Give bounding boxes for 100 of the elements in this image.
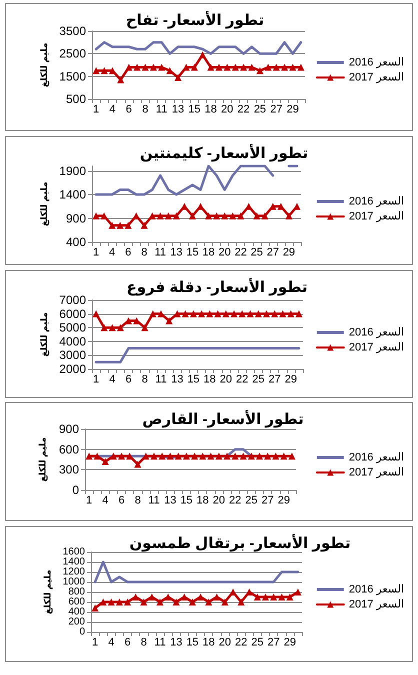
point	[118, 452, 126, 460]
legend-label: السعر 2016	[348, 196, 404, 208]
legend-label: السعر 2016	[348, 584, 404, 596]
y-tick-label: 0	[72, 483, 80, 497]
point	[166, 452, 174, 460]
point	[254, 594, 261, 600]
point	[272, 452, 280, 460]
point	[116, 598, 123, 606]
x-tick-label: 11	[156, 104, 168, 116]
x-tick-label: 22	[234, 246, 247, 258]
point	[157, 310, 164, 318]
point	[156, 212, 164, 220]
x-tick-label: 13	[171, 374, 184, 386]
x-tick-label: 15	[186, 246, 199, 258]
y-tick-label: 400	[68, 606, 86, 618]
point	[92, 604, 99, 612]
point	[213, 594, 220, 600]
point	[92, 212, 100, 220]
point	[294, 588, 302, 596]
x-tick-label: 18	[202, 636, 215, 648]
x-tick-label: 1	[93, 104, 100, 116]
point	[230, 310, 238, 318]
legend-label: السعر 2017	[348, 72, 404, 84]
point	[124, 222, 132, 229]
chart-title: تطور الأسعار- القارص	[142, 409, 304, 428]
point	[221, 212, 228, 220]
x-tick-label: 22	[235, 636, 248, 648]
y-axis-title: مليم للكلغ	[38, 312, 50, 357]
point	[286, 594, 294, 600]
point	[285, 212, 292, 220]
point	[141, 324, 148, 332]
x-tick-label: 1	[92, 636, 98, 648]
point	[100, 212, 108, 220]
x-tick-label: 8	[141, 246, 148, 258]
point	[92, 67, 100, 74]
point	[197, 594, 204, 600]
point	[264, 452, 272, 460]
point	[108, 222, 116, 229]
x-tick-label: 15	[188, 104, 201, 116]
point	[240, 64, 248, 71]
y-tick-label: 1600	[62, 546, 86, 558]
point	[124, 598, 132, 606]
point	[221, 598, 228, 606]
y-axis-title: مليم للكلغ	[38, 42, 50, 88]
y-tick-label: 300	[58, 462, 80, 477]
x-tick-label: 15	[180, 494, 193, 506]
x-tick-label: 29	[282, 246, 296, 258]
point	[262, 594, 269, 600]
point	[237, 212, 244, 220]
x-tick-label: 18	[196, 494, 209, 506]
point	[188, 598, 196, 606]
point	[288, 452, 296, 460]
point	[269, 202, 276, 210]
point	[205, 598, 212, 606]
y-tick-label: 1500	[59, 69, 86, 84]
point	[125, 64, 132, 71]
y-tick-label: 2500	[59, 46, 86, 61]
point	[134, 460, 142, 468]
point	[199, 452, 206, 460]
x-tick-label: 20	[218, 246, 231, 258]
y-tick-label: 800	[68, 586, 86, 598]
y-axis-title: مليم للكلغ	[42, 570, 54, 614]
x-tick-label: 20	[212, 494, 226, 506]
chart-title: تطور الأسعار- دقلة فروع	[126, 277, 308, 296]
point	[92, 310, 100, 318]
chart-title: تطور الأسعار- كليمنتين	[140, 143, 308, 162]
point	[100, 598, 107, 606]
x-tick-label: 13	[164, 494, 176, 506]
x-tick-label: 20	[220, 374, 232, 386]
point	[254, 310, 262, 318]
point	[166, 317, 173, 324]
y-tick-label: 2000	[59, 362, 86, 376]
y-axis-title: مليم للكلغ	[38, 437, 48, 482]
y-tick-label: 400	[66, 235, 86, 249]
point	[158, 452, 166, 460]
x-tick-label: 6	[124, 636, 131, 648]
y-tick-label: 600	[68, 596, 86, 608]
legend-label: السعر 2016	[348, 56, 404, 68]
point	[174, 74, 182, 81]
x-tick-label: 6	[118, 494, 125, 506]
point	[199, 51, 206, 58]
x-tick-label: 27	[261, 494, 274, 506]
point	[246, 588, 253, 596]
y-tick-label: 900	[58, 422, 80, 436]
point	[132, 594, 140, 600]
point	[271, 310, 278, 318]
legend-label: السعر 2017	[348, 466, 404, 478]
point	[295, 310, 302, 318]
x-tick-label: 25	[251, 636, 264, 648]
x-tick-label: 25	[254, 104, 266, 116]
point	[100, 324, 108, 332]
point	[256, 452, 263, 460]
x-tick-label: 18	[204, 374, 216, 386]
point	[207, 64, 214, 71]
x-tick-label: 25	[252, 374, 264, 386]
x-tick-label: 11	[155, 374, 167, 386]
x-tick-label: 8	[140, 636, 147, 648]
point	[222, 310, 230, 318]
y-tick-label: 3000	[59, 348, 86, 362]
legend-label: السعر 2016	[348, 452, 404, 464]
